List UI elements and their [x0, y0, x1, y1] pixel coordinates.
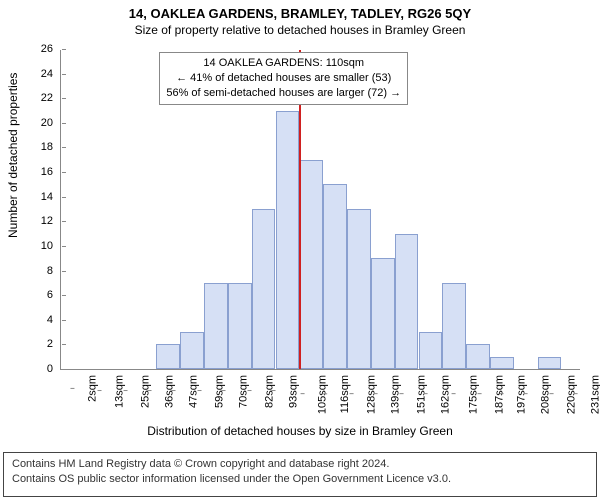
footer-attribution-box: Contains HM Land Registry data © Crown c…	[3, 452, 597, 497]
histogram-bar	[466, 344, 490, 369]
x-tick: 82sqm	[255, 375, 275, 408]
histogram-bar	[419, 332, 443, 369]
annotation-line-3: 56% of semi-detached houses are larger (…	[166, 86, 401, 101]
y-tick: 10	[41, 240, 61, 252]
histogram-bar	[490, 357, 514, 369]
x-tick: 13sqm	[106, 375, 126, 408]
y-tick: 6	[47, 289, 61, 301]
footer-line-2: Contains OS public sector information li…	[12, 472, 588, 487]
x-tick: 2sqm	[79, 375, 99, 402]
x-tick: 59sqm	[205, 375, 225, 408]
y-tick: 20	[41, 117, 61, 129]
histogram-bar	[180, 332, 204, 369]
histogram-bar	[204, 283, 228, 369]
annotation-line-1: 14 OAKLEA GARDENS: 110sqm	[166, 56, 401, 71]
x-tick: 162sqm	[432, 375, 452, 414]
histogram-bar	[371, 258, 395, 369]
histogram-bar	[156, 344, 180, 369]
x-tick: 25sqm	[132, 375, 152, 408]
y-tick: 16	[41, 166, 61, 178]
histogram-bar	[228, 283, 252, 369]
chart-title-block: 14, OAKLEA GARDENS, BRAMLEY, TADLEY, RG2…	[0, 0, 600, 37]
x-tick: 47sqm	[179, 375, 199, 408]
histogram-bar	[252, 209, 276, 369]
y-tick: 2	[47, 338, 61, 350]
footer-line-1: Contains HM Land Registry data © Crown c…	[12, 457, 588, 472]
y-tick: 26	[41, 43, 61, 55]
plot-area: 024681012141618202224262sqm13sqm25sqm36s…	[60, 50, 580, 370]
chart-container: Number of detached properties 0246810121…	[0, 40, 600, 450]
histogram-bar	[395, 234, 419, 369]
x-tick: 70sqm	[229, 375, 249, 408]
histogram-bar	[442, 283, 466, 369]
y-tick: 14	[41, 191, 61, 203]
y-tick: 18	[41, 141, 61, 153]
y-axis-label: Number of detached properties	[6, 73, 20, 238]
annotation-box: 14 OAKLEA GARDENS: 110sqm← 41% of detach…	[159, 52, 408, 105]
y-tick: 0	[47, 363, 61, 375]
histogram-bar	[299, 160, 323, 369]
x-tick: 231sqm	[581, 375, 600, 414]
x-tick: 105sqm	[308, 375, 328, 414]
histogram-bar	[347, 209, 371, 369]
chart-title-sub: Size of property relative to detached ho…	[0, 23, 600, 37]
x-tick: 36sqm	[156, 375, 176, 408]
histogram-bar	[276, 111, 300, 369]
y-tick: 8	[47, 265, 61, 277]
y-tick: 4	[47, 314, 61, 326]
x-axis-label: Distribution of detached houses by size …	[0, 424, 600, 438]
histogram-bar	[538, 357, 562, 369]
histogram-bar	[323, 184, 347, 369]
chart-title-main: 14, OAKLEA GARDENS, BRAMLEY, TADLEY, RG2…	[0, 6, 600, 21]
y-tick: 12	[41, 215, 61, 227]
y-tick: 24	[41, 68, 61, 80]
y-tick: 22	[41, 92, 61, 104]
x-tick: 116sqm	[331, 375, 351, 413]
x-tick: 93sqm	[279, 375, 299, 408]
x-tick: 208sqm	[531, 375, 551, 414]
annotation-line-2: ← 41% of detached houses are smaller (53…	[166, 71, 401, 86]
